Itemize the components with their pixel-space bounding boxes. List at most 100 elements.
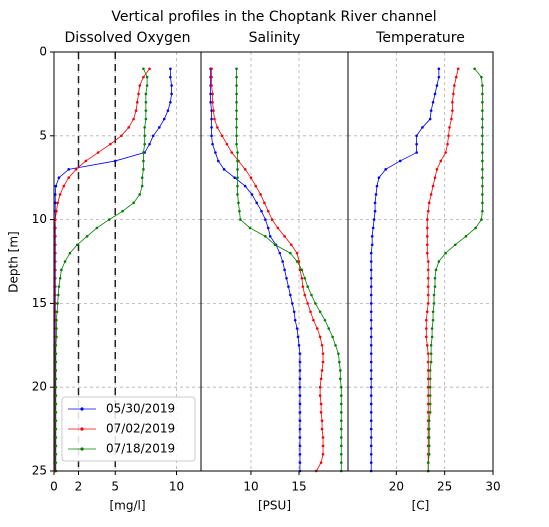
profile-point [339, 377, 342, 381]
profile-point [415, 142, 418, 146]
profile-point [426, 360, 430, 364]
legend-swatch-dot [80, 407, 84, 411]
profile-point [339, 419, 343, 423]
profile-point [425, 327, 428, 330]
profile-point [369, 411, 373, 414]
profile-point [143, 142, 146, 146]
profile-point [373, 201, 377, 205]
profile-point [235, 92, 238, 96]
profile-point [426, 209, 430, 213]
profile-point [415, 151, 418, 154]
profile-line [211, 68, 324, 472]
profile-point [481, 201, 484, 205]
profile-point [54, 402, 58, 406]
profile-point [369, 302, 373, 305]
profile-point [318, 385, 322, 389]
profile-point [481, 109, 484, 112]
profile-point [285, 276, 288, 280]
profile-point [426, 461, 430, 464]
profile-point [84, 159, 88, 163]
profile-point [452, 92, 455, 96]
profile-point [95, 226, 99, 230]
profile-point [298, 452, 302, 456]
profile-point [429, 193, 433, 196]
profile-point [474, 226, 477, 230]
profile-point [427, 201, 431, 205]
profile-point [243, 184, 247, 188]
x-tick-label: 30 [485, 480, 500, 494]
profile-point [339, 385, 343, 389]
profile-point [289, 251, 292, 255]
profile-point [425, 251, 429, 255]
profile-point [481, 134, 484, 138]
profile-point [144, 100, 148, 104]
profile-point [210, 109, 213, 112]
profile-point [127, 126, 131, 129]
profile-point [334, 344, 337, 347]
profile-point [278, 251, 282, 255]
profile-point [55, 318, 58, 322]
legend-label: 07/18/2019 [106, 442, 175, 456]
profile-point [140, 176, 144, 179]
profile-point [321, 452, 325, 456]
profile-point [369, 251, 373, 255]
profile-point [209, 92, 212, 96]
profile-point [144, 117, 148, 121]
profile-point [451, 100, 454, 104]
profile-point [369, 419, 373, 423]
profile-point [53, 201, 57, 205]
profile-point [426, 377, 430, 381]
profile-point [145, 84, 149, 87]
x-tick-label: 10 [243, 480, 258, 494]
profile-point [320, 369, 324, 372]
x-tick-label: 20 [389, 480, 404, 494]
profile-point [57, 176, 61, 179]
profile-point [369, 360, 373, 364]
profile-point [298, 461, 302, 464]
profile-point [320, 427, 324, 431]
profile-point [481, 142, 484, 146]
profile-point [62, 184, 66, 188]
y-tick-label: 0 [39, 45, 47, 59]
profile-point [259, 193, 262, 196]
profile-point [120, 134, 123, 138]
profile-point [426, 352, 430, 355]
profile-point [148, 142, 151, 146]
x-tick-label: 5 [111, 480, 119, 494]
profile-point [319, 461, 323, 464]
profile-point [398, 159, 402, 163]
profile-point [481, 184, 484, 188]
profile-point [142, 168, 145, 171]
figure-title: Vertical profiles in the Choptank River … [111, 9, 436, 25]
profile-point [369, 293, 373, 297]
profile-point [243, 168, 247, 171]
profile-point [369, 461, 373, 464]
profile-point [287, 285, 290, 288]
profile-point [236, 193, 239, 196]
profile-point [56, 302, 59, 305]
profile-point [300, 276, 304, 280]
profile-point [289, 293, 292, 297]
profile-point [298, 369, 302, 372]
profile-point [109, 142, 112, 146]
profile-point [298, 377, 302, 381]
profile-point [142, 67, 145, 71]
profile-point [464, 235, 468, 238]
panel-title: Dissolved Oxygen [65, 30, 191, 46]
profile-point [54, 427, 58, 431]
profile-point [369, 444, 373, 448]
profile-point [74, 168, 78, 171]
profile-point [216, 126, 219, 129]
profile-point [166, 109, 170, 112]
profile-point [169, 75, 172, 79]
profile-point [298, 436, 302, 439]
profile-point [211, 92, 214, 96]
profile-point [75, 243, 79, 247]
profile-point [295, 260, 299, 263]
profile-point [321, 436, 325, 439]
profile-point [437, 260, 441, 263]
profile-point [439, 159, 443, 163]
profile-point [55, 335, 58, 339]
profile-point [306, 285, 309, 288]
profile-point [96, 151, 100, 154]
